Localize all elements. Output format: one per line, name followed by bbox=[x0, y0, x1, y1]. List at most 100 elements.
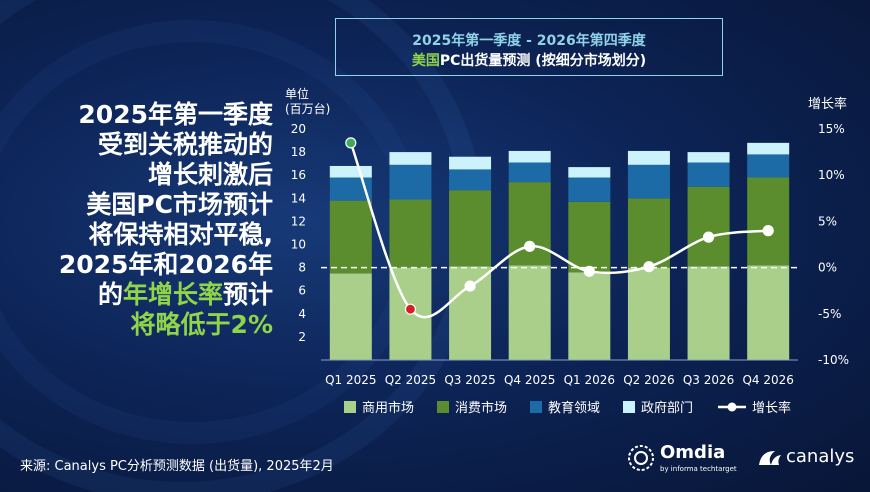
y-tick-label: 2 bbox=[298, 330, 306, 344]
chart-title: 2025年第一季度 - 2026年第四季度 bbox=[412, 33, 646, 49]
bar-segment bbox=[449, 156, 492, 170]
bar-segment bbox=[449, 169, 492, 191]
bar-segment bbox=[627, 150, 670, 165]
canalys-logo-text: canalys bbox=[786, 446, 855, 467]
bar-segment bbox=[329, 200, 372, 274]
chart-subtitle: 美国PC出货量预测 (按细分市场划分) bbox=[336, 50, 722, 70]
bar-segment bbox=[389, 152, 432, 165]
bar-segment bbox=[687, 186, 730, 267]
y2-axis-title: 增长率 bbox=[808, 96, 847, 112]
y-axis-title: (百万台) bbox=[285, 101, 330, 116]
bar-segment bbox=[687, 266, 730, 360]
y-tick-label: 18 bbox=[291, 145, 306, 159]
bar-segment bbox=[449, 190, 492, 267]
canalys-logo-icon bbox=[759, 451, 781, 465]
omdia-logo-text: Omdia bbox=[660, 442, 726, 463]
y2-tick-label: 0% bbox=[818, 261, 837, 275]
y-tick-label: 14 bbox=[291, 191, 306, 205]
legend-swatch bbox=[344, 401, 356, 413]
growth-rate-point bbox=[464, 280, 476, 292]
growth-rate-point bbox=[702, 231, 715, 243]
bar-segment bbox=[329, 165, 372, 178]
legend-swatch bbox=[437, 401, 449, 413]
headline-line: 受到关税推动的 bbox=[97, 130, 273, 159]
x-tick-label: Q1 2026 bbox=[564, 373, 615, 387]
y2-tick-label: -5% bbox=[818, 307, 841, 321]
y2-tick-label: -10% bbox=[818, 353, 849, 367]
growth-rate-point bbox=[643, 261, 655, 273]
y-tick-label: 16 bbox=[291, 168, 306, 182]
bar-segment bbox=[747, 265, 790, 360]
bar-segment bbox=[568, 177, 611, 202]
bar-segment bbox=[568, 201, 611, 273]
x-tick-label: Q3 2026 bbox=[683, 373, 734, 387]
y-tick-label: 20 bbox=[291, 122, 306, 136]
bar-segment bbox=[627, 198, 670, 268]
x-tick-label: Q2 2026 bbox=[623, 373, 674, 387]
x-tick-label: Q1 2025 bbox=[325, 373, 376, 387]
headline-line: 将保持相对平稳, bbox=[88, 220, 274, 249]
y-tick-label: 12 bbox=[291, 214, 306, 228]
bar-segment bbox=[687, 152, 730, 163]
omdia-logo-subtext: by informa techtarget bbox=[660, 465, 737, 473]
y-axis-title: 单位 bbox=[285, 86, 309, 101]
x-tick-label: Q4 2025 bbox=[504, 373, 555, 387]
bar-segment bbox=[747, 142, 790, 155]
bar-segment bbox=[389, 199, 432, 268]
bar-segment bbox=[568, 272, 611, 360]
y2-tick-label: 5% bbox=[818, 214, 837, 228]
bar-segment bbox=[329, 273, 372, 360]
legend-label: 教育领域 bbox=[548, 400, 600, 416]
bar-segment bbox=[449, 266, 492, 360]
headline-text: 的 bbox=[97, 280, 123, 309]
headline-highlight: 年增长率 bbox=[122, 280, 223, 309]
legend-label: 商用市场 bbox=[362, 400, 414, 416]
bar-segment bbox=[389, 164, 432, 200]
y-tick-label: 6 bbox=[298, 284, 306, 298]
title-highlight: 美国 bbox=[411, 53, 440, 69]
y-tick-label: 10 bbox=[291, 238, 306, 252]
chart-title-box: 2025年第一季度 - 2026年第四季度 美国PC出货量预测 (按细分市场划分… bbox=[335, 18, 723, 76]
growth-rate-point bbox=[762, 225, 774, 237]
title-rest: PC出货量预测 (按细分市场划分) bbox=[439, 53, 647, 69]
legend-swatch bbox=[623, 401, 635, 413]
headline-highlight: 将略低于2% bbox=[130, 310, 273, 339]
y-tick-label: 8 bbox=[298, 261, 306, 275]
legend-label: 消费市场 bbox=[455, 400, 507, 416]
bar-segment bbox=[508, 265, 551, 360]
bar-segment bbox=[508, 150, 551, 163]
bar-segment bbox=[687, 162, 730, 187]
bar-segment bbox=[568, 167, 611, 178]
growth-rate-point bbox=[404, 303, 417, 315]
headline-line: 美国PC市场预计 bbox=[86, 190, 273, 219]
y2-tick-label: 15% bbox=[818, 122, 845, 136]
bar-segment bbox=[508, 162, 551, 183]
headline-line: 2025年第一季度 bbox=[78, 100, 273, 129]
y-tick-label: 4 bbox=[298, 307, 306, 321]
headline-line: 2025年和2026年 bbox=[58, 250, 273, 279]
x-tick-label: Q3 2025 bbox=[444, 373, 495, 387]
omdia-logo-icon bbox=[628, 445, 654, 471]
legend-swatch bbox=[530, 401, 542, 413]
bar-segment bbox=[627, 267, 670, 360]
headline-line: 的年增长率预计 bbox=[8, 280, 273, 310]
headline-text: 预计 bbox=[222, 280, 273, 309]
bar-segment bbox=[329, 177, 372, 201]
x-tick-label: Q2 2025 bbox=[385, 373, 436, 387]
y2-tick-label: 10% bbox=[818, 168, 845, 182]
bar-segment bbox=[627, 164, 670, 199]
growth-rate-point bbox=[345, 137, 357, 149]
growth-rate-point bbox=[524, 240, 536, 252]
source-note: 来源: Canalys PC分析预测数据 (出货量), 2025年2月 bbox=[20, 459, 334, 474]
growth-rate-point bbox=[583, 265, 595, 277]
headline-line: 增长刺激后 bbox=[147, 160, 273, 189]
legend-line-marker bbox=[727, 402, 737, 412]
legend-label: 增长率 bbox=[752, 400, 791, 416]
x-tick-label: Q4 2026 bbox=[742, 373, 793, 387]
bar-segment bbox=[747, 154, 790, 178]
bar-segment bbox=[747, 177, 790, 266]
headline: 2025年第一季度 受到关税推动的 增长刺激后 美国PC市场预计 将保持相对平稳… bbox=[8, 100, 273, 340]
legend-label: 政府部门 bbox=[641, 401, 693, 416]
